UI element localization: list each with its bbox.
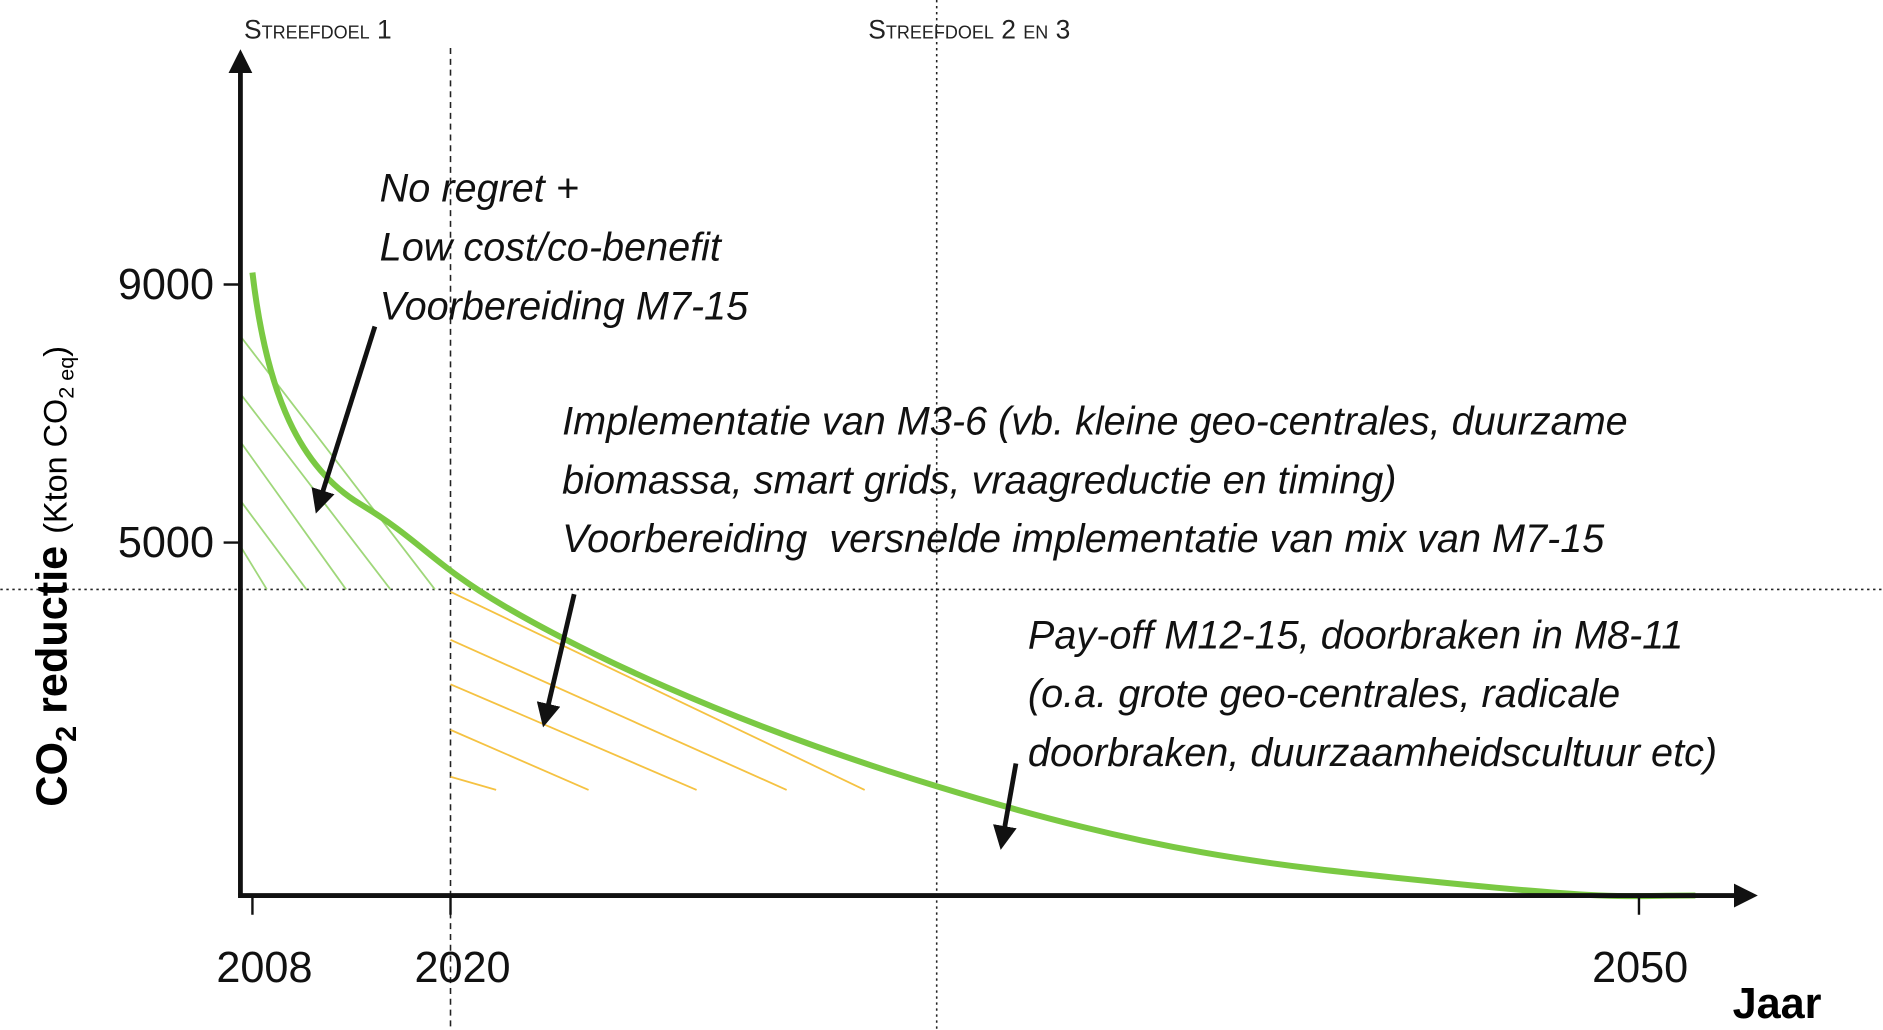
annotation-line: Implementatie van M3-6 (vb. kleine geo-c… <box>562 400 1628 444</box>
orange-hatch <box>450 591 866 791</box>
y-label-part: CO <box>28 742 76 807</box>
x-axis-label: Jaar <box>1733 980 1822 1028</box>
annotation-line: (o.a. grote geo-centrales, radicale <box>1028 672 1620 716</box>
y-unit: ) <box>37 346 73 357</box>
annotations: No regret + Low cost/co-benefit Voorbereid… <box>380 167 1717 775</box>
y-label-part: reductie <box>28 534 76 726</box>
annotation-line: Voorbereiding versnelde implementatie va… <box>562 517 1605 561</box>
y-unit: (Kton CO <box>37 399 73 534</box>
x-tick-label: 2050 <box>1592 944 1688 992</box>
annotation-line: No regret + <box>380 167 579 211</box>
y-label-sub: 2 <box>51 726 83 742</box>
y-tick-label: 9000 <box>118 261 214 309</box>
x-tick-label: 2020 <box>414 944 510 992</box>
annotation-line: Pay-off M12-15, doorbraken in M8-11 <box>1028 613 1683 657</box>
target-label: Streefdoel 2 en 3 <box>868 14 1070 44</box>
annotation-line: biomassa, smart grids, vraagreductie en … <box>562 458 1396 502</box>
target-label: Streefdoel 1 <box>244 14 392 44</box>
annotation-line: Low cost/co-benefit <box>380 226 723 270</box>
axes <box>223 49 1758 915</box>
annotation-line: doorbraken, duurzaamheidscultuur etc) <box>1028 731 1717 775</box>
x-tick-label: 2008 <box>216 944 312 992</box>
annotation-line: Voorbereiding M7-15 <box>380 284 749 328</box>
y-axis-label: CO2 reductie (Kton CO2 eq) <box>28 346 83 807</box>
arrows <box>311 325 1019 850</box>
y-tick-label: 5000 <box>118 519 214 567</box>
y-unit-sub: 2 eq <box>54 357 79 399</box>
reduction-curve <box>249 272 1696 900</box>
